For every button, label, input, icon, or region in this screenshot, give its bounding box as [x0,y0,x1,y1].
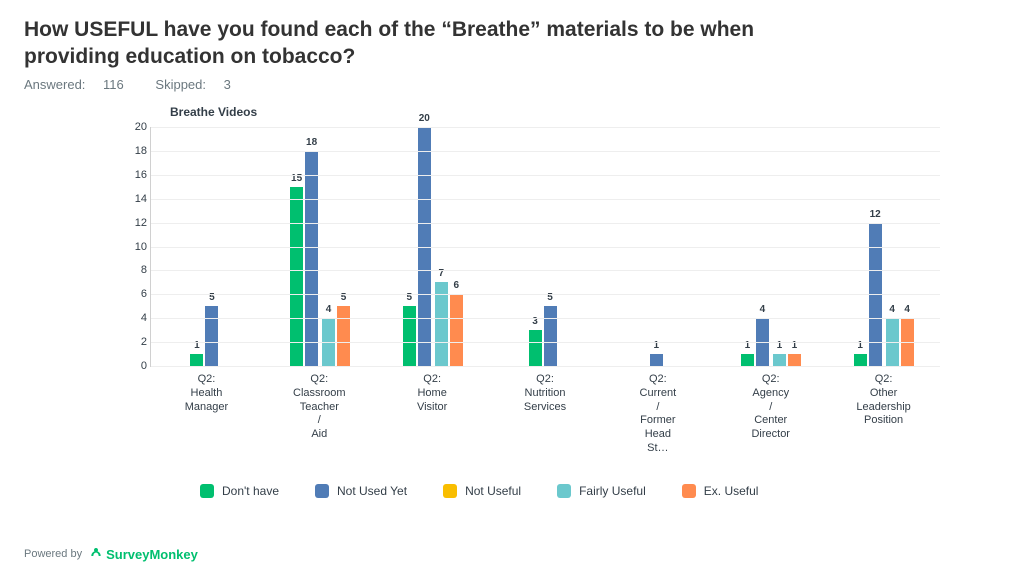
grid-line [151,175,940,176]
bar-value-label: 12 [870,209,881,220]
y-axis-tick: 20 [123,121,147,133]
legend-swatch [682,484,696,498]
chart-container: Breathe Videos 1515184552076351141111244… [110,105,940,498]
grid-line [151,127,940,128]
bar: 1 [854,354,867,366]
grid-line [151,151,940,152]
y-axis-tick: 14 [123,193,147,205]
y-axis-tick: 16 [123,169,147,181]
y-axis-tick: 0 [123,360,147,372]
bar-value-label: 4 [904,304,910,315]
chart-plot-area: 1515184552076351141111244 02468101214161… [150,127,940,367]
x-axis-label: Q2:OtherLeadershipPosition [827,367,940,456]
legend-swatch [315,484,329,498]
bar: 1 [788,354,801,366]
bar-value-label: 4 [889,304,895,315]
bar: 5 [403,306,416,366]
y-axis-tick: 6 [123,288,147,300]
legend-label: Not Useful [465,484,521,498]
grid-line [151,366,940,367]
legend-item: Ex. Useful [682,484,759,498]
grid-line [151,342,940,343]
bar: 18 [305,151,318,366]
y-axis-tick: 10 [123,241,147,253]
x-axis-label: Q2:Current/FormerHeadSt… [601,367,714,456]
question-title: How USEFUL have you found each of the “B… [24,16,844,71]
x-axis-label: Q2:NutritionServices [489,367,602,456]
bar: 1 [741,354,754,366]
legend-label: Don't have [222,484,279,498]
bar: 5 [205,306,218,366]
x-axis-label: Q2:ClassroomTeacher/Aid [263,367,376,456]
x-axis-label: Q2:HomeVisitor [376,367,489,456]
bar: 15 [290,187,303,366]
grid-line [151,199,940,200]
x-axis-label: Q2:HealthManager [150,367,263,456]
y-axis-tick: 2 [123,336,147,348]
legend-swatch [557,484,571,498]
legend-item: Not Useful [443,484,521,498]
y-axis-tick: 8 [123,264,147,276]
y-axis-tick: 4 [123,312,147,324]
bar: 5 [544,306,557,366]
bar: 5 [337,306,350,366]
y-axis-tick: 18 [123,145,147,157]
legend-label: Not Used Yet [337,484,407,498]
powered-by-footer: Powered by SurveyMonkey [24,546,198,562]
legend-item: Fairly Useful [557,484,646,498]
grid-line [151,247,940,248]
chart-legend: Don't have Not Used Yet Not Useful Fairly U… [200,484,840,498]
bar: 3 [529,330,542,366]
bar: 1 [190,354,203,366]
legend-item: Don't have [200,484,279,498]
x-axis-label: Q2:Agency/CenterDirector [714,367,827,456]
bar-value-label: 4 [326,304,332,315]
y-axis-tick: 12 [123,217,147,229]
legend-swatch [443,484,457,498]
bar: 6 [450,294,463,366]
chart-title: Breathe Videos [170,105,940,119]
bar-value-label: 4 [760,304,766,315]
legend-label: Ex. Useful [704,484,759,498]
grid-line [151,270,940,271]
bar: 1 [773,354,786,366]
response-meta: Answered: 116 Skipped: 3 [24,77,1000,92]
bar: 1 [650,354,663,366]
bar-value-label: 20 [419,113,430,124]
bar-value-label: 6 [454,280,460,291]
grid-line [151,318,940,319]
legend-swatch [200,484,214,498]
grid-line [151,294,940,295]
legend-item: Not Used Yet [315,484,407,498]
surveymonkey-logo: SurveyMonkey [88,546,198,562]
legend-label: Fairly Useful [579,484,646,498]
bar-value-label: 18 [306,137,317,148]
grid-line [151,223,940,224]
